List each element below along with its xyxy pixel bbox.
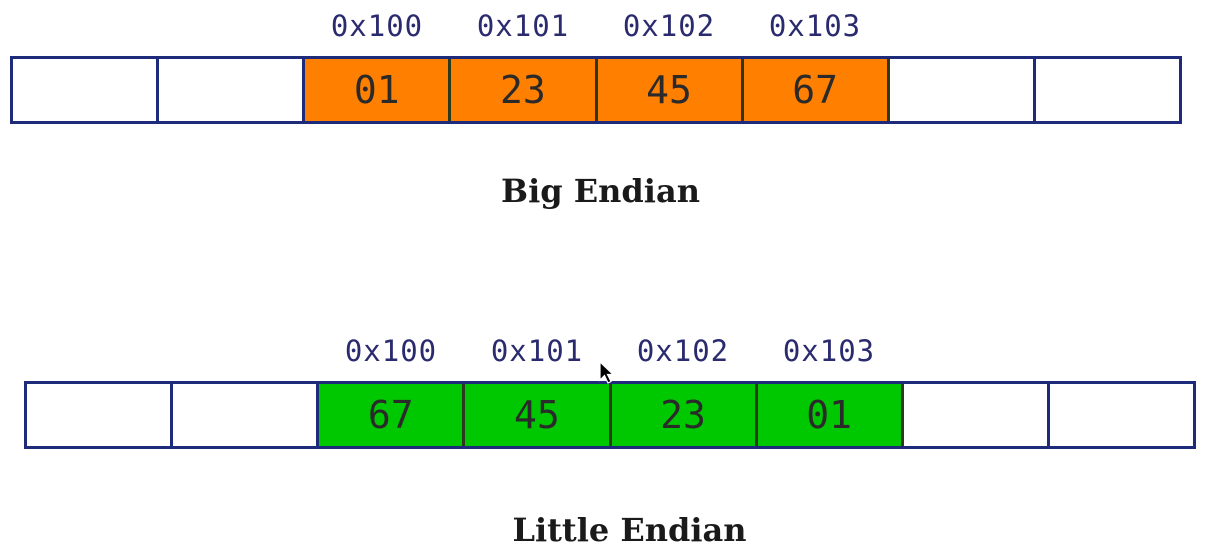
- memory-cell: 45: [597, 59, 744, 121]
- address-labels: 0x100 0x101 0x102 0x103: [318, 331, 902, 371]
- memory-cell: 01: [757, 384, 904, 446]
- address-label: 0x101: [476, 9, 570, 43]
- memory-strip: 01 23 45 67: [10, 56, 1182, 124]
- memory-cell-empty: [13, 59, 160, 121]
- memory-cell-empty: [1050, 384, 1193, 446]
- address-label: 0x100: [344, 334, 438, 368]
- memory-cell-empty: [890, 59, 1036, 121]
- address-label: 0x102: [636, 334, 730, 368]
- address-label: 0x103: [782, 334, 876, 368]
- address-label: 0x102: [622, 9, 716, 43]
- memory-strip: 67 45 23 01: [24, 381, 1196, 449]
- memory-cell-empty: [904, 384, 1050, 446]
- memory-cell: 01: [305, 59, 452, 121]
- memory-cell: 23: [611, 384, 758, 446]
- memory-cell-empty: [1036, 59, 1179, 121]
- address-label: 0x103: [768, 9, 862, 43]
- mouse-pointer-icon: [599, 361, 615, 384]
- memory-cell-empty: [159, 59, 306, 121]
- big-endian-caption: Big Endian: [501, 172, 700, 210]
- address-labels: 0x100 0x101 0x102 0x103: [304, 6, 888, 46]
- address-label: 0x101: [490, 334, 584, 368]
- memory-cell-empty: [173, 384, 320, 446]
- address-label: 0x100: [330, 9, 424, 43]
- little-endian-diagram: 0x100 0x101 0x102 0x103 67 45 23 01 Litt…: [0, 325, 1209, 550]
- memory-cell: 45: [465, 384, 612, 446]
- little-endian-caption: Little Endian: [512, 511, 747, 549]
- memory-cell: 67: [743, 59, 890, 121]
- big-endian-diagram: 0x100 0x101 0x102 0x103 01 23 45 67 Big …: [0, 0, 1209, 230]
- memory-cell: 23: [451, 59, 598, 121]
- memory-cell-empty: [27, 384, 174, 446]
- memory-cell: 67: [319, 384, 466, 446]
